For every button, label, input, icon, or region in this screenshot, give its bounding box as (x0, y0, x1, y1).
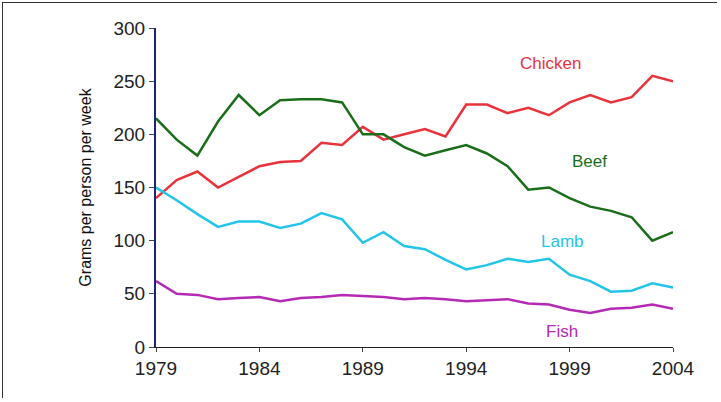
svg-text:1989: 1989 (342, 358, 384, 379)
svg-text:1979: 1979 (135, 358, 177, 379)
svg-text:1999: 1999 (548, 358, 590, 379)
svg-text:250: 250 (113, 71, 145, 92)
svg-text:Lamb: Lamb (541, 232, 584, 251)
svg-text:1984: 1984 (238, 358, 281, 379)
svg-text:1994: 1994 (445, 358, 488, 379)
svg-text:300: 300 (113, 18, 145, 39)
svg-text:100: 100 (113, 230, 145, 251)
svg-text:0: 0 (135, 337, 146, 358)
svg-text:2004: 2004 (652, 358, 695, 379)
svg-text:150: 150 (113, 177, 145, 198)
svg-text:Chicken: Chicken (520, 54, 581, 73)
svg-text:50: 50 (124, 283, 145, 304)
svg-text:Grams per person per week: Grams per person per week (77, 87, 94, 286)
svg-text:Beef: Beef (572, 152, 607, 171)
svg-text:Fish: Fish (546, 322, 578, 341)
svg-text:200: 200 (113, 124, 145, 145)
